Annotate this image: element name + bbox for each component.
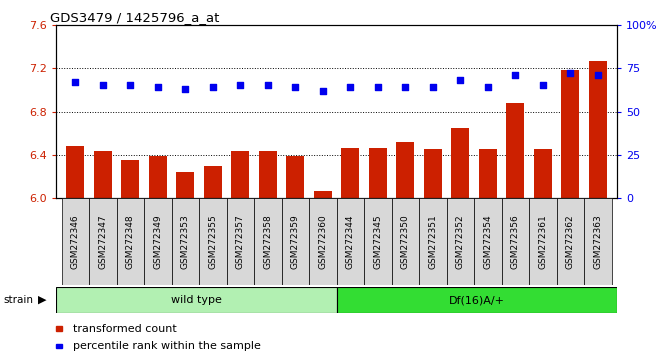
Point [207, 84, 218, 90]
Bar [341, 148, 359, 198]
Bar [232, 150, 249, 198]
Text: GSM272354: GSM272354 [483, 214, 492, 269]
Text: GSM272346: GSM272346 [71, 214, 80, 269]
Bar [259, 150, 277, 198]
Bar [199, 198, 226, 285]
Bar [89, 198, 117, 285]
Bar [534, 149, 552, 198]
Bar [506, 103, 524, 198]
Bar [309, 198, 337, 285]
Bar [424, 149, 442, 198]
Text: wild type: wild type [171, 295, 222, 305]
Bar [447, 198, 474, 285]
Point [482, 84, 493, 90]
Text: GSM272358: GSM272358 [263, 214, 273, 269]
Bar [121, 160, 139, 198]
Point [565, 70, 576, 76]
Bar [589, 61, 607, 198]
Bar [364, 198, 391, 285]
Point [372, 84, 383, 90]
Bar [479, 149, 497, 198]
Text: ▶: ▶ [38, 295, 47, 305]
Point [125, 82, 136, 88]
Text: GSM272357: GSM272357 [236, 214, 245, 269]
Bar [172, 198, 199, 285]
Point [235, 82, 246, 88]
Bar [529, 198, 556, 285]
Text: GSM272347: GSM272347 [98, 214, 108, 269]
Text: GSM272349: GSM272349 [153, 214, 162, 269]
FancyBboxPatch shape [56, 287, 337, 313]
Text: GSM272360: GSM272360 [318, 214, 327, 269]
FancyBboxPatch shape [337, 287, 617, 313]
Point [70, 79, 81, 85]
Text: GSM272356: GSM272356 [511, 214, 520, 269]
Text: GDS3479 / 1425796_a_at: GDS3479 / 1425796_a_at [50, 11, 219, 24]
Point [345, 84, 356, 90]
Text: Df(16)A/+: Df(16)A/+ [449, 295, 505, 305]
Bar [451, 128, 469, 198]
Point [455, 78, 465, 83]
Bar [67, 146, 84, 198]
Bar [254, 198, 282, 285]
Text: GSM272361: GSM272361 [539, 214, 547, 269]
Text: GSM272348: GSM272348 [126, 214, 135, 269]
Text: GSM272363: GSM272363 [593, 214, 603, 269]
Point [593, 72, 603, 78]
Text: transformed count: transformed count [73, 324, 176, 333]
Text: GSM272362: GSM272362 [566, 214, 575, 269]
Point [263, 82, 273, 88]
Bar [314, 191, 332, 198]
Point [317, 88, 328, 93]
Bar [391, 198, 419, 285]
Bar [562, 70, 579, 198]
Bar [176, 172, 194, 198]
Point [290, 84, 300, 90]
Bar [337, 198, 364, 285]
Bar [117, 198, 144, 285]
Text: GSM272353: GSM272353 [181, 214, 190, 269]
Text: GSM272352: GSM272352 [456, 214, 465, 269]
Text: GSM272355: GSM272355 [209, 214, 217, 269]
Bar [144, 198, 172, 285]
Text: strain: strain [3, 295, 33, 305]
Bar [226, 198, 254, 285]
Bar [556, 198, 584, 285]
Text: GSM272345: GSM272345 [374, 214, 382, 269]
Point [428, 84, 438, 90]
Text: GSM272351: GSM272351 [428, 214, 438, 269]
Bar [474, 198, 502, 285]
Point [510, 72, 521, 78]
Point [400, 84, 411, 90]
Bar [204, 166, 222, 198]
Text: GSM272350: GSM272350 [401, 214, 410, 269]
Bar [584, 198, 612, 285]
Point [152, 84, 163, 90]
Point [537, 82, 548, 88]
Point [180, 86, 191, 92]
Point [98, 82, 108, 88]
Bar [369, 148, 387, 198]
Bar [419, 198, 447, 285]
Bar [61, 198, 89, 285]
Bar [282, 198, 309, 285]
Text: GSM272359: GSM272359 [291, 214, 300, 269]
Bar [286, 156, 304, 198]
Bar [149, 156, 167, 198]
Text: percentile rank within the sample: percentile rank within the sample [73, 341, 261, 351]
Bar [397, 142, 414, 198]
Text: GSM272344: GSM272344 [346, 215, 355, 269]
Bar [94, 150, 112, 198]
Bar [502, 198, 529, 285]
